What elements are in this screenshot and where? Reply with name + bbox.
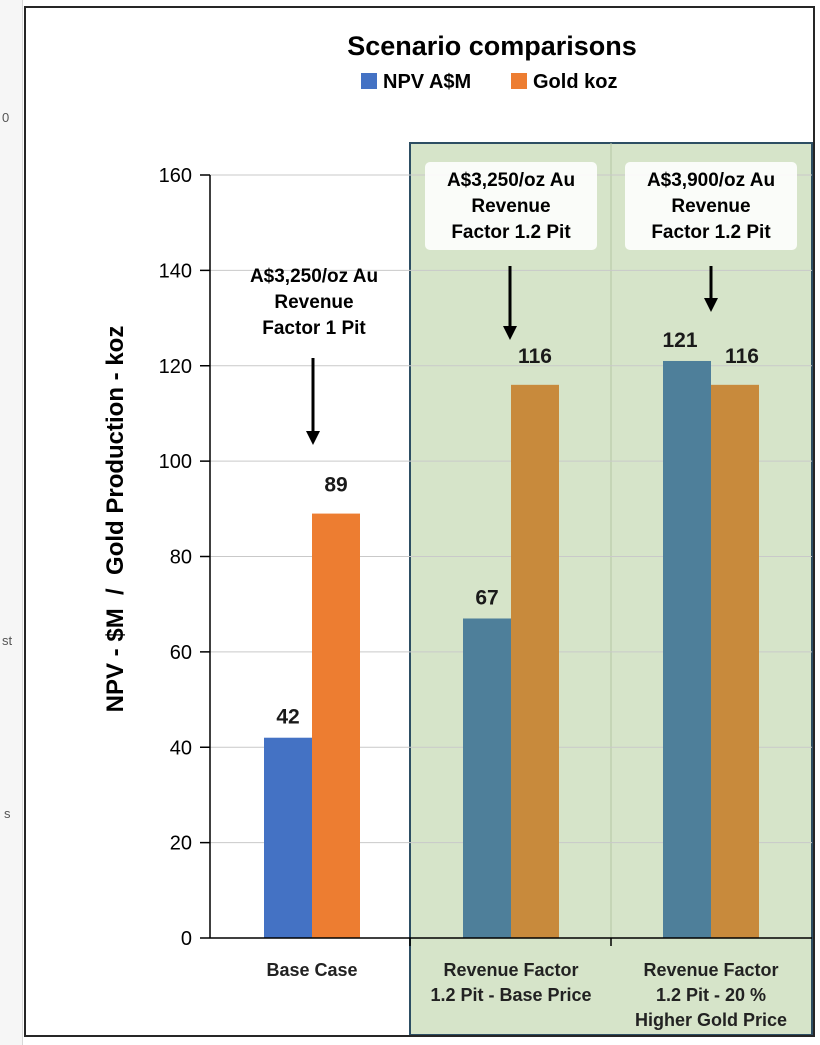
y-tick-label: 100 [159,451,192,473]
legend-swatch-npv [361,73,377,89]
chart-title: Scenario comparisons [347,31,637,61]
left-page-strip: 0 st s [0,0,23,1045]
bar-gold [511,384,559,938]
scenario-chart: 0 20 40 60 80 100 120 140 160 Base Case Revenue Fa… [102,31,813,1036]
annotation-arrow-head [306,431,320,445]
annotation-text: Factor 1.2 Pit [451,222,571,243]
bar-npv [264,737,312,938]
chart-legend: NPV A$M Gold koz [361,71,617,93]
annotation-text: Factor 1 Pit [262,318,366,339]
y-tick-label: 80 [170,547,192,569]
strip-fragment: s [4,806,11,821]
annotation-arrow-head [503,326,517,340]
data-label: 89 [324,474,347,497]
data-label: 116 [725,345,759,368]
annotation-text: A$3,900/oz Au [647,170,775,191]
data-label: 121 [662,329,697,352]
x-tick-label: Base Case [266,960,357,980]
annotation-box [625,162,797,250]
annotation-text: Revenue [471,196,550,217]
x-tick-label: Revenue Factor [643,960,778,980]
x-tick-label: Revenue Factor [443,960,578,980]
chart-frame: 0 20 40 60 80 100 120 140 160 Base Case Revenue Fa… [24,6,815,1037]
bar-gold [312,513,360,938]
bar-gold [711,384,759,938]
data-label: 42 [276,706,299,729]
legend-label-npv: NPV A$M [383,71,471,93]
strip-fragment: 0 [2,110,10,125]
bar-npv [463,618,511,938]
y-tick-label: 160 [159,165,192,187]
bar-npv [663,360,711,938]
annotation-text: A$3,250/oz Au [447,170,575,191]
data-label: 116 [518,345,552,368]
x-tick-label: Higher Gold Price [635,1010,787,1030]
annotation-text: Factor 1.2 Pit [651,222,771,243]
annotation-text: Revenue [274,292,353,313]
y-axis-label: NPV - $M / Gold Production - koz [102,326,129,713]
y-tick-label: 140 [159,260,192,282]
data-label: 67 [475,586,498,609]
y-tick-label: 0 [181,928,192,950]
x-tick-label: 1.2 Pit - 20 % [656,985,766,1005]
strip-fragment: st [2,633,13,648]
annotation-text: A$3,250/oz Au [250,266,378,287]
y-tick-label: 120 [159,356,192,378]
annotation-box [425,162,597,250]
y-tick-label: 60 [170,642,192,664]
legend-swatch-gold [511,73,527,89]
x-tick-label: 1.2 Pit - Base Price [430,985,591,1005]
annotation-text: Revenue [671,196,750,217]
legend-label-gold: Gold koz [533,71,617,93]
y-tick-label: 20 [170,833,192,855]
y-tick-label: 40 [170,737,192,759]
annotation-arrow-head [704,298,718,312]
